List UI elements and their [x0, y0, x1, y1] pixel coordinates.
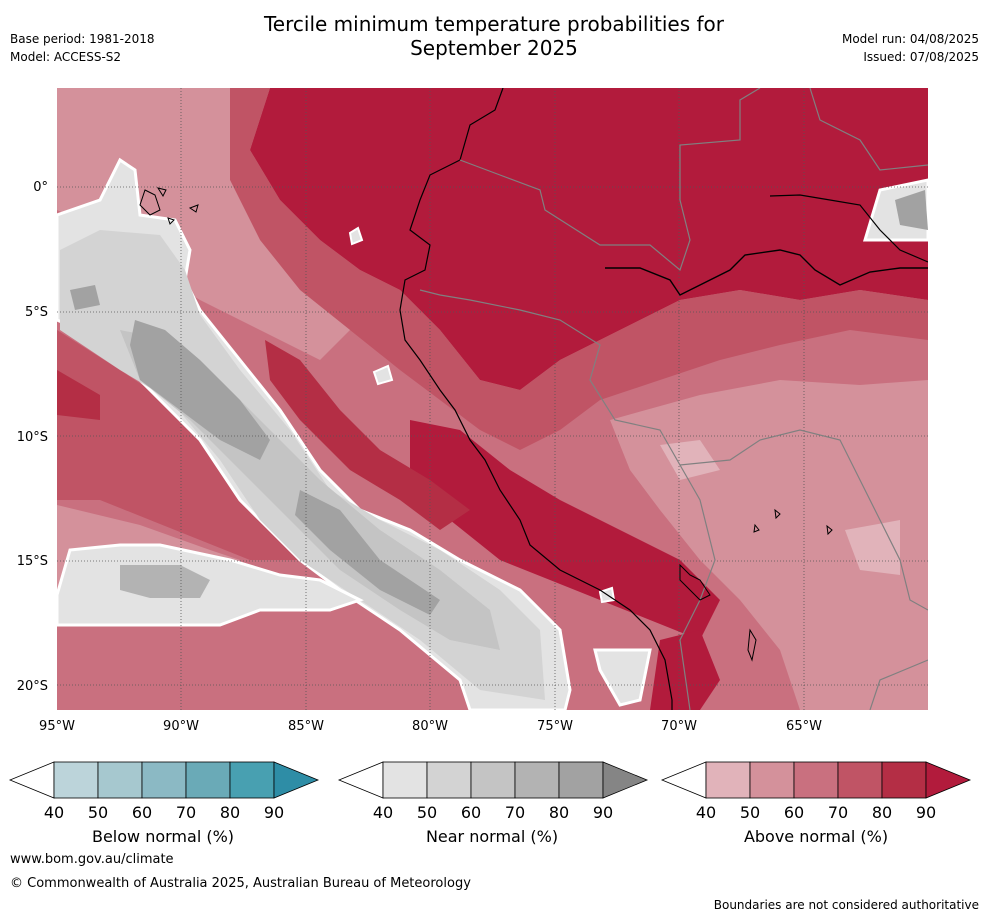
- colorbar-tick-label: 60: [784, 803, 804, 822]
- colorbar-tick-label: 90: [916, 803, 936, 822]
- lon-tick-70w: 70°W: [661, 719, 697, 734]
- colorbar-swatch: [514, 761, 560, 799]
- colorbar-swatch: [793, 761, 839, 799]
- colorbar-extend-high: [273, 761, 320, 799]
- colorbar-tick-label: 50: [740, 803, 760, 822]
- model-name: Model: ACCESS-S2: [10, 50, 122, 64]
- meta-right: Model run: 04/08/2025 Issued: 07/08/2025: [842, 30, 979, 66]
- colorbar-tick-label: 60: [132, 803, 152, 822]
- colorbar-tick-label: 60: [461, 803, 481, 822]
- colorbar-swatch: [837, 761, 883, 799]
- footer-copyright: © Commonwealth of Australia 2025, Austra…: [10, 876, 471, 891]
- colorbar-swatch: [470, 761, 516, 799]
- graticule: [57, 88, 928, 710]
- lat-tick-5s: 5°S: [25, 305, 48, 320]
- colorbar-near-normal: 40 50 60 70 80 90: [337, 761, 649, 822]
- above-normal-80-band: [230, 88, 928, 450]
- colorbar-tick-label: 50: [417, 803, 437, 822]
- colorbar-swatch: [705, 761, 751, 799]
- near-normal-70-core: [130, 320, 440, 615]
- colorbar-above-normal: 40 50 60 70 80 90: [660, 761, 972, 822]
- lon-tick-65w: 65°W: [786, 719, 822, 734]
- above-normal-60-west: [57, 88, 350, 360]
- above-normal-60-bottom: [57, 620, 470, 710]
- colorbar-extend-low: [660, 761, 707, 799]
- near-normal-70-west-blob: [70, 285, 100, 310]
- lon-tick-85w: 85°W: [288, 719, 324, 734]
- near-normal-70-northeast: [895, 190, 928, 230]
- lake-titicaca: [679, 563, 711, 601]
- colorbar-label-below: Below normal (%): [92, 827, 234, 846]
- colorbar-tick-label: 70: [828, 803, 848, 822]
- above-normal-90-andes: [410, 420, 720, 640]
- colorbar-tick-label: 40: [696, 803, 716, 822]
- above-normal-80-southwest: [57, 330, 300, 560]
- colorbar-label-near: Near normal (%): [426, 827, 558, 846]
- above-normal-90-north: [250, 88, 928, 390]
- colorbar-swatch: [749, 761, 795, 799]
- country-borders: [419, 88, 928, 710]
- lon-tick-75w: 75°W: [537, 719, 573, 734]
- colorbar-extend-high: [602, 761, 649, 799]
- map-field: [57, 88, 928, 710]
- above-normal-90-southwest: [57, 370, 100, 420]
- colorbar-tick-label: 70: [176, 803, 196, 822]
- colorbar-tick-label: 90: [593, 803, 613, 822]
- near-normal-40-small: [593, 648, 652, 707]
- colorbar-tick-label: 40: [373, 803, 393, 822]
- lat-tick-15s: 15°S: [17, 554, 48, 569]
- footer-disclaimer: Boundaries are not considered authoritat…: [713, 898, 979, 912]
- lat-tick-10s: 10°S: [17, 430, 48, 445]
- above-normal-40-east: [660, 440, 900, 575]
- colorbar-label-above: Above normal (%): [744, 827, 888, 846]
- colorbar-swatch: [53, 761, 99, 799]
- lat-tick-0: 0°: [33, 180, 48, 195]
- small-lakes: [747, 508, 833, 662]
- colorbar-tick-label: 50: [88, 803, 108, 822]
- colorbar-swatch: [229, 761, 275, 799]
- lon-tick-95w: 95°W: [39, 719, 75, 734]
- model-run: Model run: 04/08/2025: [841, 32, 979, 46]
- colorbar-swatch: [382, 761, 428, 799]
- colorbar-swatch: [426, 761, 472, 799]
- colorbar-extend-high: [925, 761, 972, 799]
- river-north: [769, 194, 928, 263]
- colorbar-tick-label: 90: [264, 803, 284, 822]
- colorbar-swatch: [185, 761, 231, 799]
- colorbar-swatch: [97, 761, 143, 799]
- meta-left: Base period: 1981-2018 Model: ACCESS-S2: [10, 30, 155, 66]
- colorbar-swatch: [558, 761, 604, 799]
- colorbar-tick-label: 80: [872, 803, 892, 822]
- above-normal-90-southeast: [650, 630, 720, 710]
- colorbar-tick-label: 80: [220, 803, 240, 822]
- colorbar-extend-low: [337, 761, 384, 799]
- colorbar-tick-label: 80: [549, 803, 569, 822]
- colorbar-tick-label: 40: [44, 803, 64, 822]
- issued-date: Issued: 07/08/2025: [863, 50, 979, 64]
- base-period: Base period: 1981-2018: [10, 32, 155, 46]
- amazon-river: [605, 249, 928, 296]
- lon-tick-80w: 80°W: [412, 719, 448, 734]
- chart-title: Tercile minimum temperature probabilitie…: [0, 12, 988, 60]
- title-line-2: September 2025: [410, 36, 578, 60]
- lon-tick-90w: 90°W: [163, 719, 199, 734]
- near-normal-60-south-patch: [120, 565, 210, 598]
- lat-tick-20s: 20°S: [17, 679, 48, 694]
- colorbar-tick-label: 70: [505, 803, 525, 822]
- colorbar-swatch: [881, 761, 927, 799]
- colorbar-below-normal: 40 50 60 70 80 90: [8, 761, 320, 822]
- galapagos-islands: [139, 187, 199, 225]
- colorbar-extend-low: [8, 761, 55, 799]
- coastline: [399, 88, 673, 710]
- footer-url: www.bom.gov.au/climate: [10, 852, 174, 867]
- title-line-1: Tercile minimum temperature probabilitie…: [263, 12, 725, 36]
- colorbar-swatch: [141, 761, 187, 799]
- above-normal-90-offshore: [265, 340, 470, 530]
